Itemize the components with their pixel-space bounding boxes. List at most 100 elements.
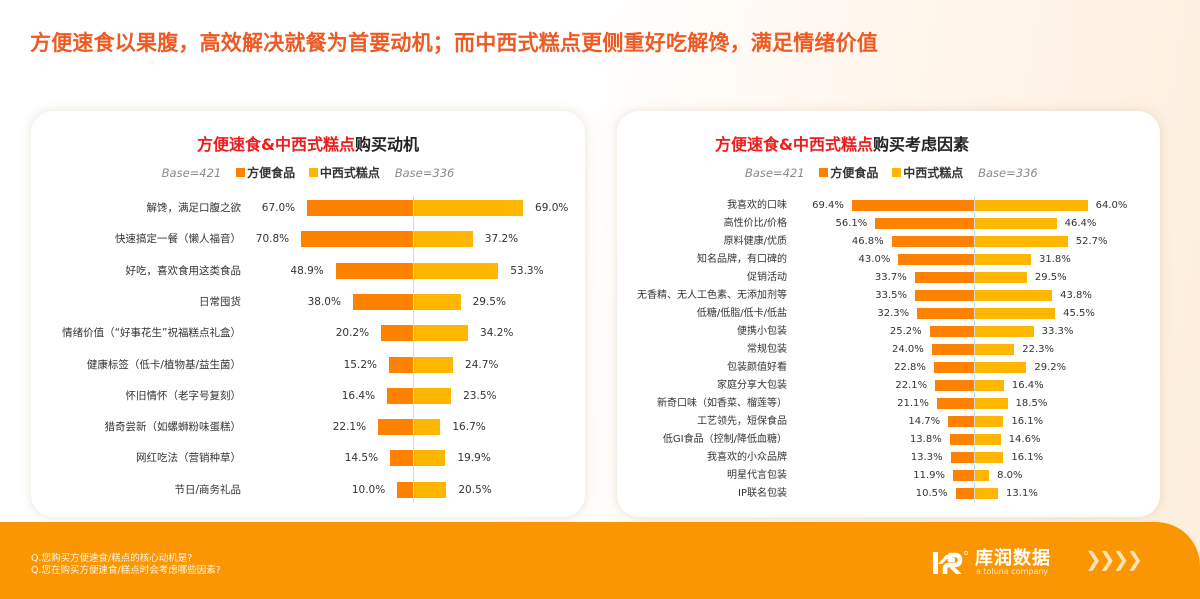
value-label-instant: 16.4% — [341, 389, 376, 402]
base-right: Base=336 — [394, 166, 455, 180]
motivation-chart-card: 方便速食&中西式糕点购买动机 Base=421 方便食品 中西式糕点 Base=… — [31, 111, 585, 517]
value-label-instant: 56.1% — [835, 218, 868, 229]
bar-instant-food — [891, 236, 974, 247]
bar-pastry — [975, 308, 1056, 319]
bar-pastry — [414, 419, 441, 436]
category-label: 新奇口味（如香菜、榴莲等） — [657, 398, 787, 409]
chart-row: 情绪价值（“好事花生”祝福糕点礼盒） 20.2% 34.2% — [31, 325, 585, 342]
bar-instant-food — [352, 293, 413, 310]
bar-instant-food — [931, 344, 974, 355]
bar-pastry — [975, 290, 1053, 301]
legend-item-pastry: 中西式糕点 — [892, 164, 963, 181]
bar-instant-food — [397, 481, 413, 498]
brand-subtitle: a toluna company — [976, 567, 1049, 576]
title-rest: 购买考虑因素 — [872, 135, 969, 154]
category-label: 我喜欢的口味 — [727, 200, 787, 211]
motivation-chart-title: 方便速食&中西式糕点购买动机 — [31, 131, 585, 155]
category-label: 包装颜值好看 — [727, 362, 787, 373]
bar-instant-food — [948, 416, 974, 427]
bar-pastry — [414, 200, 524, 216]
bar-instant-food — [381, 325, 413, 342]
bar-pastry — [414, 293, 461, 310]
chart-row: 新奇口味（如香菜、榴莲等） 21.1% 18.5% — [617, 398, 1160, 409]
center-axis — [413, 196, 414, 503]
value-label-instant: 10.0% — [351, 483, 386, 496]
category-label: 快速搞定一餐（懒人福音） — [115, 233, 241, 246]
chart-row: 怀旧情怀（老字号复刻） 16.4% 23.5% — [31, 387, 585, 404]
bar-pastry — [414, 387, 452, 404]
category-label: 家庭分享大包装 — [717, 380, 787, 391]
chart-row: 解馋，满足口腹之欲 67.0% 69.0% — [31, 200, 585, 216]
category-label: 低糖/低脂/低卡/低盐 — [696, 308, 787, 319]
value-label-pastry: 18.5% — [1015, 398, 1048, 409]
value-label-instant: 48.9% — [290, 264, 324, 277]
bar-instant-food — [953, 470, 974, 481]
value-label-instant: 20.2% — [335, 327, 370, 340]
bar-pastry — [975, 380, 1004, 391]
value-label-instant: 33.5% — [875, 290, 908, 301]
chart-row: 快速搞定一餐（懒人福音） 70.8% 37.2% — [31, 231, 585, 248]
question-2: Q.您在购买方便速食/糕点时会考虑哪些因素? — [31, 565, 221, 576]
chart-row: 低糖/低脂/低卡/低盐 32.3% 45.5% — [617, 308, 1160, 319]
base-left: Base=421 — [161, 166, 222, 180]
bar-pastry — [414, 262, 499, 279]
value-label-instant: 25.2% — [889, 326, 922, 337]
value-label-pastry: 33.3% — [1041, 326, 1074, 337]
chart-row: 网红吃法（营销种草） 14.5% 19.9% — [31, 450, 585, 467]
title-rest: 购买动机 — [354, 135, 419, 154]
value-label-pastry: 16.7% — [452, 421, 486, 434]
value-label-pastry: 52.7% — [1075, 236, 1108, 247]
bar-instant-food — [933, 362, 974, 373]
kr-logo-icon — [933, 551, 968, 574]
category-label: 健康标签（低卡/植物基/益生菌） — [86, 358, 241, 371]
category-label: 促销活动 — [747, 272, 787, 283]
chart-legend: Base=421 方便食品 中西式糕点 Base=336 — [739, 164, 1160, 181]
value-label-instant: 33.7% — [874, 272, 907, 283]
value-label-pastry: 69.0% — [535, 202, 569, 214]
value-label-instant: 21.1% — [897, 398, 929, 409]
chart-row: 知名品牌，有口碑的 43.0% 31.8% — [617, 254, 1160, 265]
base-left: Base=421 — [745, 166, 805, 180]
value-label-instant: 70.8% — [255, 233, 290, 246]
bar-instant-food — [914, 272, 974, 283]
value-label-pastry: 29.5% — [1034, 272, 1067, 283]
value-label-pastry: 45.5% — [1063, 308, 1095, 319]
bar-instant-food — [955, 488, 974, 499]
value-label-pastry: 16.4% — [1011, 380, 1044, 391]
category-label: 日常囤货 — [199, 295, 241, 308]
value-label-pastry: 20.5% — [458, 483, 492, 496]
value-label-instant: 13.3% — [910, 452, 943, 463]
value-label-pastry: 16.1% — [1011, 416, 1044, 427]
value-label-instant: 15.2% — [343, 358, 377, 371]
value-label-instant: 38.0% — [307, 295, 341, 308]
value-label-instant: 14.5% — [344, 452, 379, 465]
bar-pastry — [975, 452, 1004, 463]
value-label-instant: 10.5% — [915, 488, 948, 499]
chart-row: 日常囤货 38.0% 29.5% — [31, 293, 585, 310]
category-label: 怀旧情怀（老字号复刻） — [125, 389, 242, 402]
category-label: 无香精、无人工色素、无添加剂等 — [637, 290, 787, 301]
value-label-instant: 22.1% — [332, 421, 367, 434]
legend-item-pastry: 中西式糕点 — [308, 164, 380, 181]
legend-swatch-yellow-icon — [308, 168, 318, 177]
bar-instant-food — [388, 356, 413, 373]
legend-swatch-yellow-icon — [892, 168, 902, 177]
bar-instant-food — [949, 434, 974, 445]
title-highlight: 方便速食&中西式糕点 — [197, 135, 355, 154]
bar-pastry — [975, 434, 1001, 445]
value-label-pastry: 24.7% — [465, 358, 499, 371]
factors-chart-title: 方便速食&中西式糕点购买考虑因素 — [715, 131, 1160, 155]
bar-pastry — [975, 200, 1088, 211]
chart-row: 原料健康/优质 46.8% 52.7% — [617, 236, 1160, 247]
bar-pastry — [975, 398, 1008, 409]
category-label: 明星代言包装 — [727, 470, 787, 481]
category-label: 猎奇尝新（如螺蛳粉味蛋糕） — [104, 421, 242, 434]
value-label-pastry: 64.0% — [1095, 200, 1128, 211]
chart-row: 包装颜值好看 22.8% 29.2% — [617, 362, 1160, 373]
value-label-pastry: 29.2% — [1034, 362, 1067, 373]
bar-pastry — [975, 344, 1015, 355]
bar-instant-food — [851, 200, 974, 211]
chart-row: 便携小包装 25.2% 33.3% — [617, 326, 1160, 337]
bar-instant-food — [307, 200, 413, 216]
bar-pastry — [975, 218, 1057, 229]
